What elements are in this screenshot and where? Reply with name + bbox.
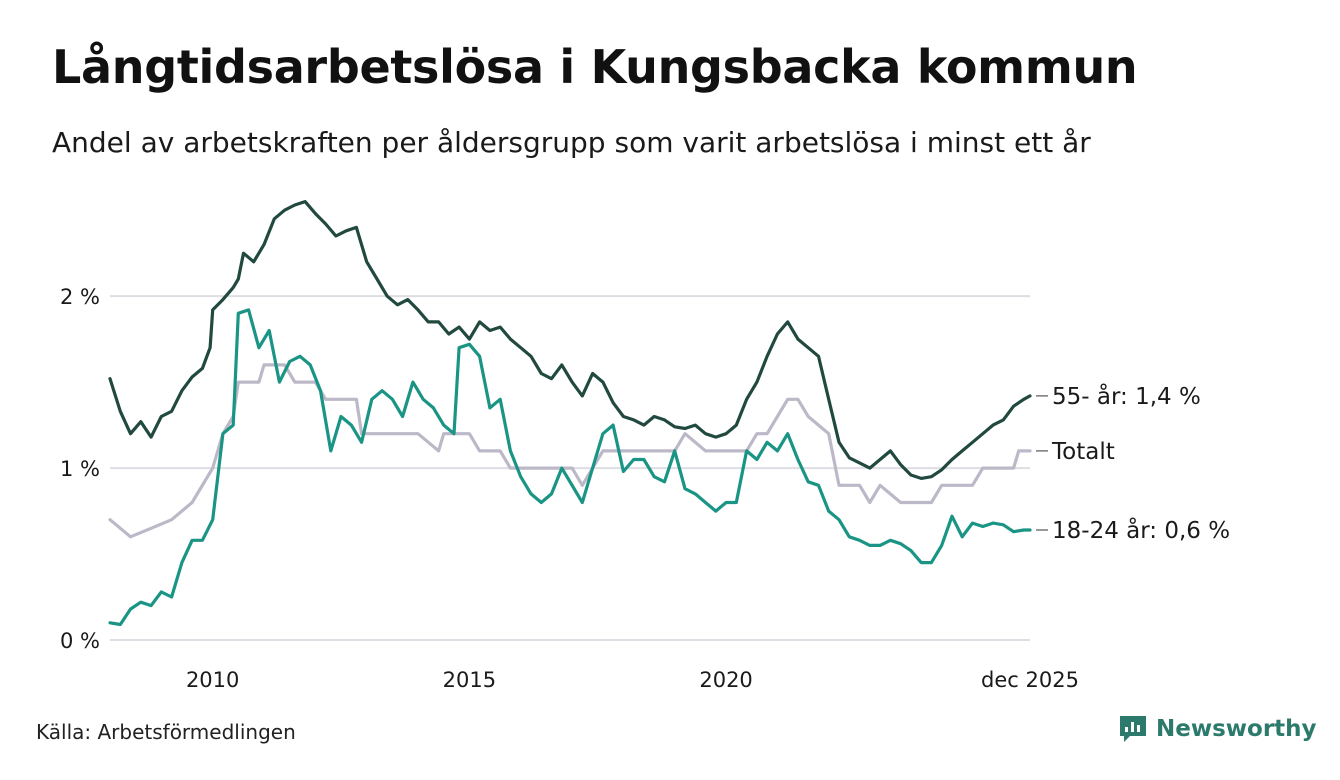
series-end-label-18-24-r: 18-24 år: 0,6 % <box>1052 516 1230 544</box>
x-tick-label: 2015 <box>443 668 496 692</box>
y-tick-label: 0 % <box>60 629 100 653</box>
x-tick-label: 2010 <box>186 668 239 692</box>
series-lines <box>108 200 1032 627</box>
chart-title: Långtidsarbetslösa i Kungsbacka kommun <box>52 40 1138 94</box>
series-line-55-r <box>108 200 1032 480</box>
y-tick-label: 2 % <box>60 285 100 309</box>
series-end-labels: 55- år: 1,4 % Totalt 18-24 år: 0,6 % <box>1036 382 1230 544</box>
y-tick-label: 1 % <box>60 457 100 481</box>
series-end-label-totalt: Totalt <box>1051 439 1115 465</box>
series-line-totalt <box>108 363 1032 539</box>
x-tick-label: dec 2025 <box>981 668 1079 692</box>
x-tick-label: 2020 <box>699 668 752 692</box>
chart-subtitle: Andel av arbetskraften per åldersgrupp s… <box>52 126 1091 159</box>
bar-chart-icon <box>1120 716 1146 742</box>
y-axis-labels: 0 % 1 % 2 % <box>60 285 100 653</box>
brand-logo[interactable]: Newsworthy <box>1118 714 1317 744</box>
source-note: Källa: Arbetsförmedlingen <box>36 720 296 744</box>
brand-name: Newsworthy <box>1156 716 1317 742</box>
series-end-label-55-r: 55- år: 1,4 % <box>1052 382 1201 410</box>
series-line-18-24-r <box>108 308 1032 627</box>
x-axis-labels: 2010 2015 2020 dec 2025 <box>186 668 1079 692</box>
